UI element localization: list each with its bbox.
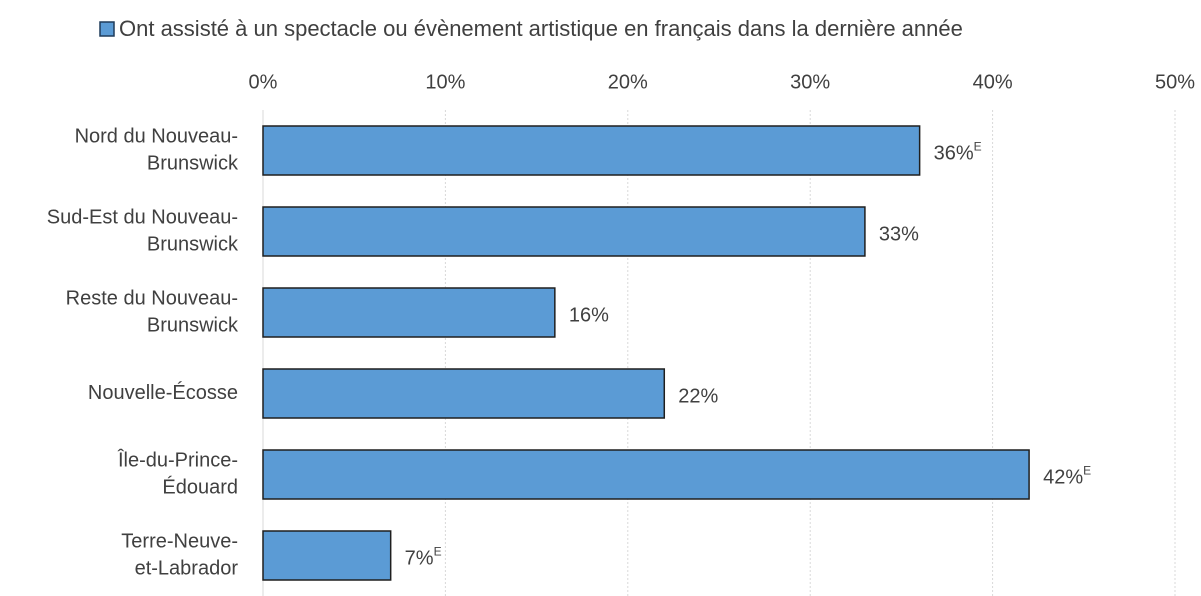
data-label: 33% bbox=[879, 224, 919, 246]
y-tick-label: Terre-Neuve- bbox=[121, 530, 238, 552]
bar bbox=[262, 287, 556, 338]
y-tick-label: Brunswick bbox=[147, 233, 239, 255]
y-tick-label: Nouvelle-Écosse bbox=[88, 381, 238, 404]
legend-swatch bbox=[99, 21, 115, 37]
data-label-value: 36% bbox=[934, 143, 974, 165]
data-label-superscript: E bbox=[1083, 464, 1091, 478]
y-tick-label: Reste du Nouveau- bbox=[66, 287, 238, 309]
data-label-value: 33% bbox=[879, 224, 919, 246]
bar bbox=[262, 449, 1030, 500]
bar bbox=[262, 368, 666, 419]
data-label: 7%E bbox=[405, 545, 442, 570]
y-tick-label: Brunswick bbox=[147, 152, 239, 174]
data-label: 16% bbox=[569, 305, 609, 327]
x-tick-label: 50% bbox=[1155, 71, 1195, 93]
bar bbox=[262, 206, 866, 257]
x-tick-label: 0% bbox=[249, 71, 278, 93]
y-tick-label: Édouard bbox=[162, 475, 238, 498]
data-label: 22% bbox=[678, 386, 718, 408]
bar bbox=[262, 125, 921, 176]
data-label: 42%E bbox=[1043, 464, 1091, 489]
data-label-value: 16% bbox=[569, 305, 609, 327]
y-tick-label: Nord du Nouveau- bbox=[75, 125, 238, 147]
y-tick-label: Brunswick bbox=[147, 314, 239, 336]
bar bbox=[262, 530, 392, 581]
data-label-superscript: E bbox=[434, 545, 442, 559]
x-tick-label: 20% bbox=[608, 71, 648, 93]
y-tick-label: Île-du-Prince- bbox=[117, 448, 238, 471]
data-label-value: 42% bbox=[1043, 467, 1083, 489]
x-tick-label: 10% bbox=[425, 71, 465, 93]
y-tick-label: Sud-Est du Nouveau- bbox=[47, 206, 238, 228]
legend-label: Ont assisté à un spectacle ou évènement … bbox=[119, 16, 963, 41]
data-label-value: 7% bbox=[405, 548, 434, 570]
data-label-value: 22% bbox=[678, 386, 718, 408]
data-label-superscript: E bbox=[974, 140, 982, 154]
data-label: 36%E bbox=[934, 140, 982, 165]
x-tick-label: 40% bbox=[973, 71, 1013, 93]
y-tick-label: et-Labrador bbox=[135, 557, 239, 579]
x-tick-label: 30% bbox=[790, 71, 830, 93]
